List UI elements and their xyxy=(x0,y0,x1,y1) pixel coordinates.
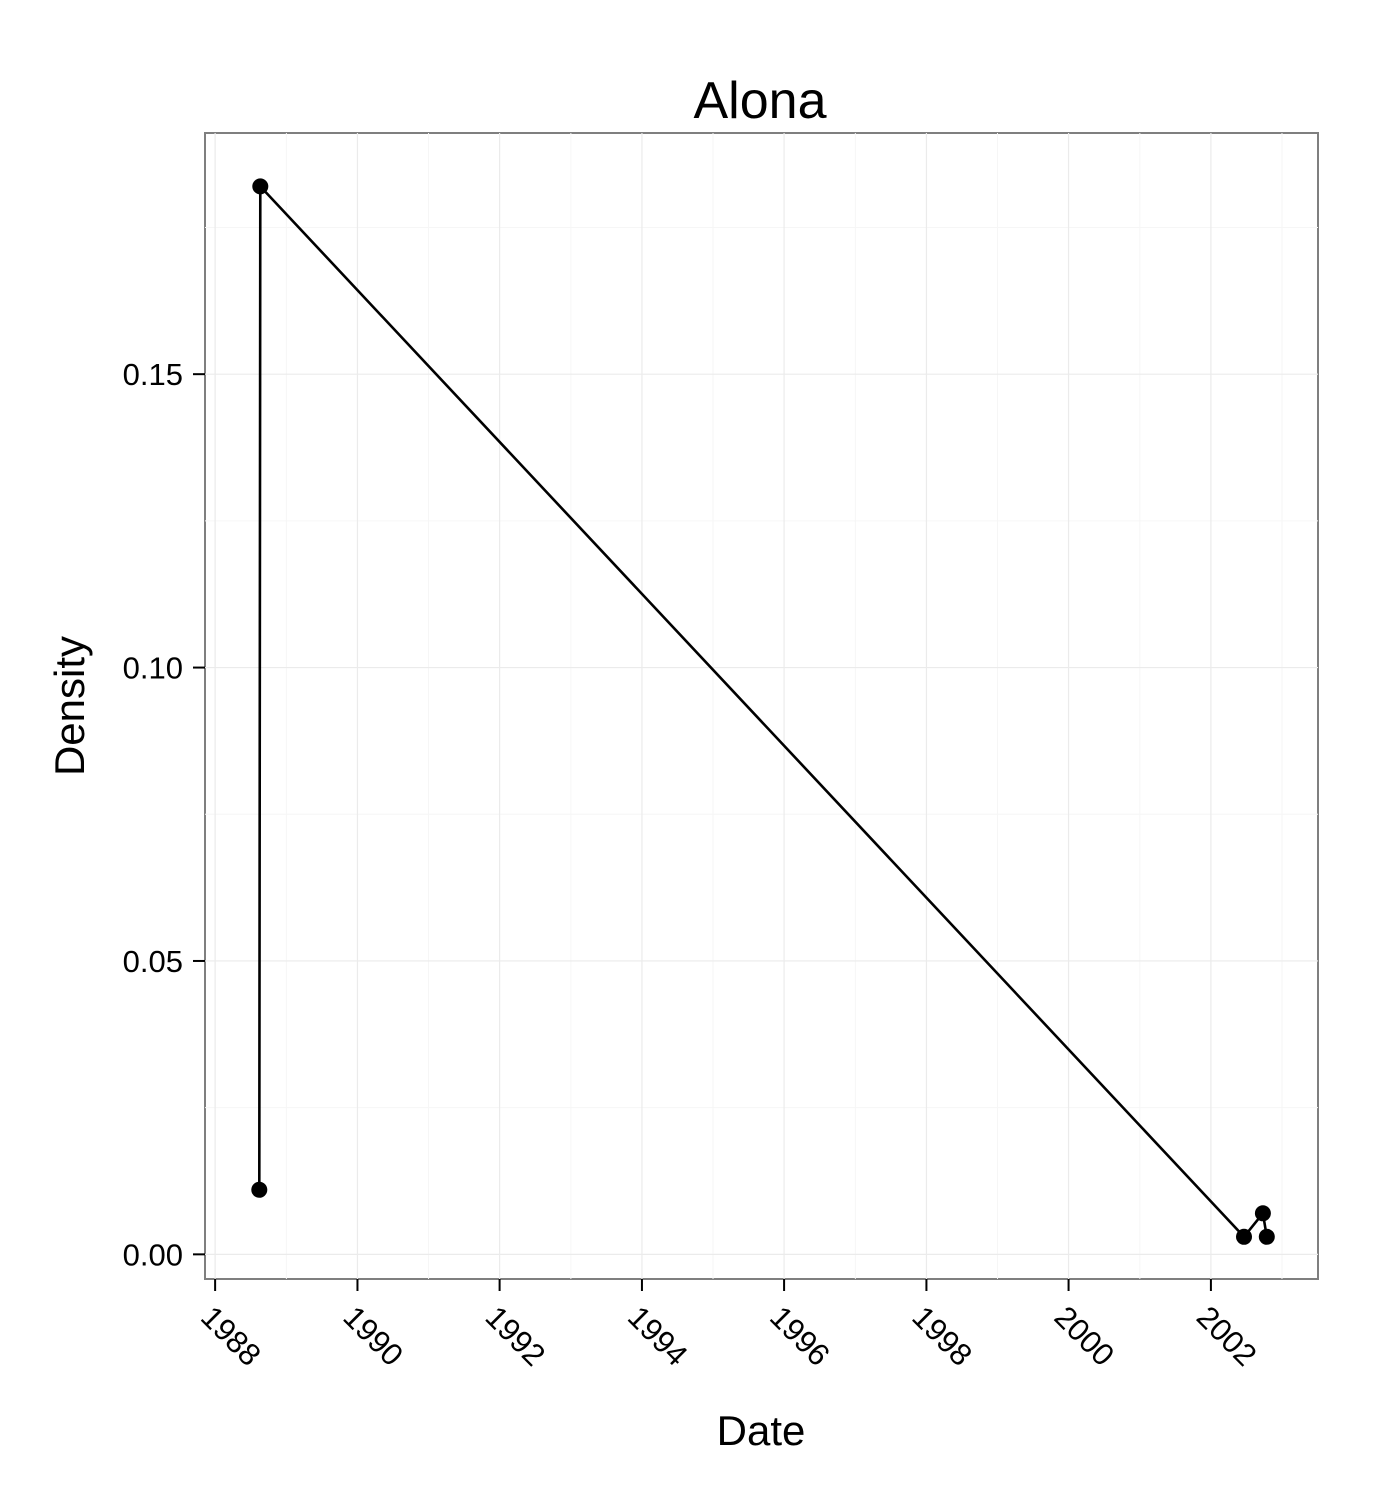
x-tick-label: 1992 xyxy=(479,1299,553,1373)
data-point xyxy=(252,178,269,195)
x-tick-label: 1996 xyxy=(763,1299,837,1373)
y-axis-title: Density xyxy=(46,636,93,776)
series-layer xyxy=(251,178,1275,1245)
data-point xyxy=(251,1181,268,1198)
x-tick-label: 2000 xyxy=(1048,1299,1122,1373)
y-tick-label: 0.00 xyxy=(123,1237,183,1272)
x-tick-label: 1990 xyxy=(337,1299,411,1373)
x-tick-label: 1998 xyxy=(905,1299,979,1373)
major-gridlines xyxy=(205,133,1318,1279)
data-point xyxy=(1258,1228,1275,1245)
x-tick-label: 2002 xyxy=(1190,1299,1264,1373)
y-tick-label: 0.05 xyxy=(123,944,183,979)
minor-gridlines xyxy=(205,133,1318,1279)
x-tick-label: 1988 xyxy=(194,1299,268,1373)
y-tick-label: 0.15 xyxy=(123,357,183,392)
y-tick-label: 0.10 xyxy=(123,651,183,686)
chart-title: Alona xyxy=(694,72,827,130)
x-axis-title: Date xyxy=(717,1407,806,1454)
data-point xyxy=(1254,1205,1271,1222)
x-tick-label: 1994 xyxy=(621,1299,695,1373)
data-point xyxy=(1236,1228,1252,1245)
